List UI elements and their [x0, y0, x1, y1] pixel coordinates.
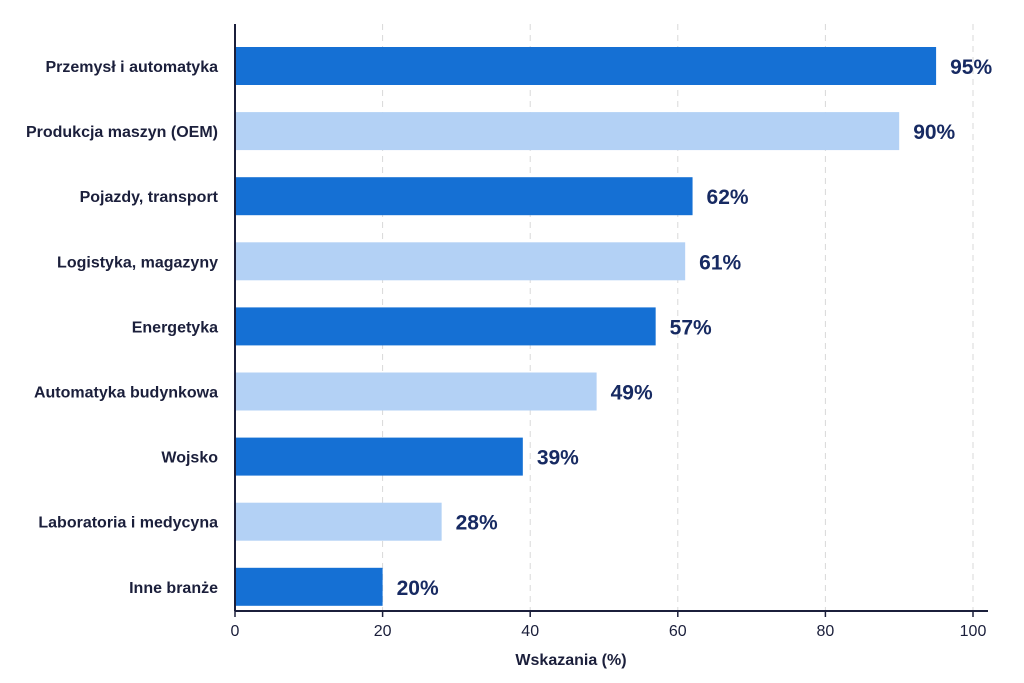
value-label: 28%: [456, 512, 498, 535]
value-label: 39%: [537, 447, 579, 470]
bar: [235, 112, 900, 151]
bars: [235, 47, 937, 606]
bar: [235, 437, 523, 476]
category-label: Wojsko: [161, 450, 218, 467]
x-tick-label: 0: [231, 623, 240, 640]
category-label: Logistyka, magazyny: [57, 254, 218, 271]
category-label: Energetyka: [132, 319, 218, 336]
category-label: Pojazdy, transport: [80, 189, 219, 206]
category-label: Przemysł i automatyka: [45, 59, 218, 76]
value-label: 20%: [397, 577, 439, 600]
value-label: 62%: [707, 186, 749, 209]
x-axis-title: Wskazania (%): [515, 652, 626, 669]
x-tick-label: 40: [521, 623, 539, 640]
value-label: 90%: [913, 121, 955, 144]
value-label: 61%: [699, 251, 741, 274]
x-tick-label: 60: [669, 623, 687, 640]
value-label: 57%: [670, 316, 712, 339]
labels: Przemysł i automatyka 95% Produkcja maszyn…: [26, 56, 993, 600]
bar: [235, 372, 597, 411]
bar: [235, 47, 937, 85]
x-tick-label: 100: [960, 623, 987, 640]
bar: [235, 567, 383, 606]
bar: [235, 502, 442, 541]
category-label: Automatyka budynkowa: [34, 385, 218, 402]
bar: [235, 307, 656, 346]
category-label: Inne branże: [129, 580, 218, 597]
x-tick-label: 80: [817, 623, 835, 640]
bar: [235, 177, 693, 216]
axes: 0 20 40 60 80 100: [231, 24, 988, 640]
category-label: Laboratoria i medycyna: [38, 515, 218, 532]
category-label: Produkcja maszyn (OEM): [26, 124, 218, 141]
bar: [235, 242, 686, 281]
value-label: 95%: [950, 56, 992, 79]
value-label: 49%: [611, 382, 653, 405]
x-tick-label: 20: [374, 623, 392, 640]
